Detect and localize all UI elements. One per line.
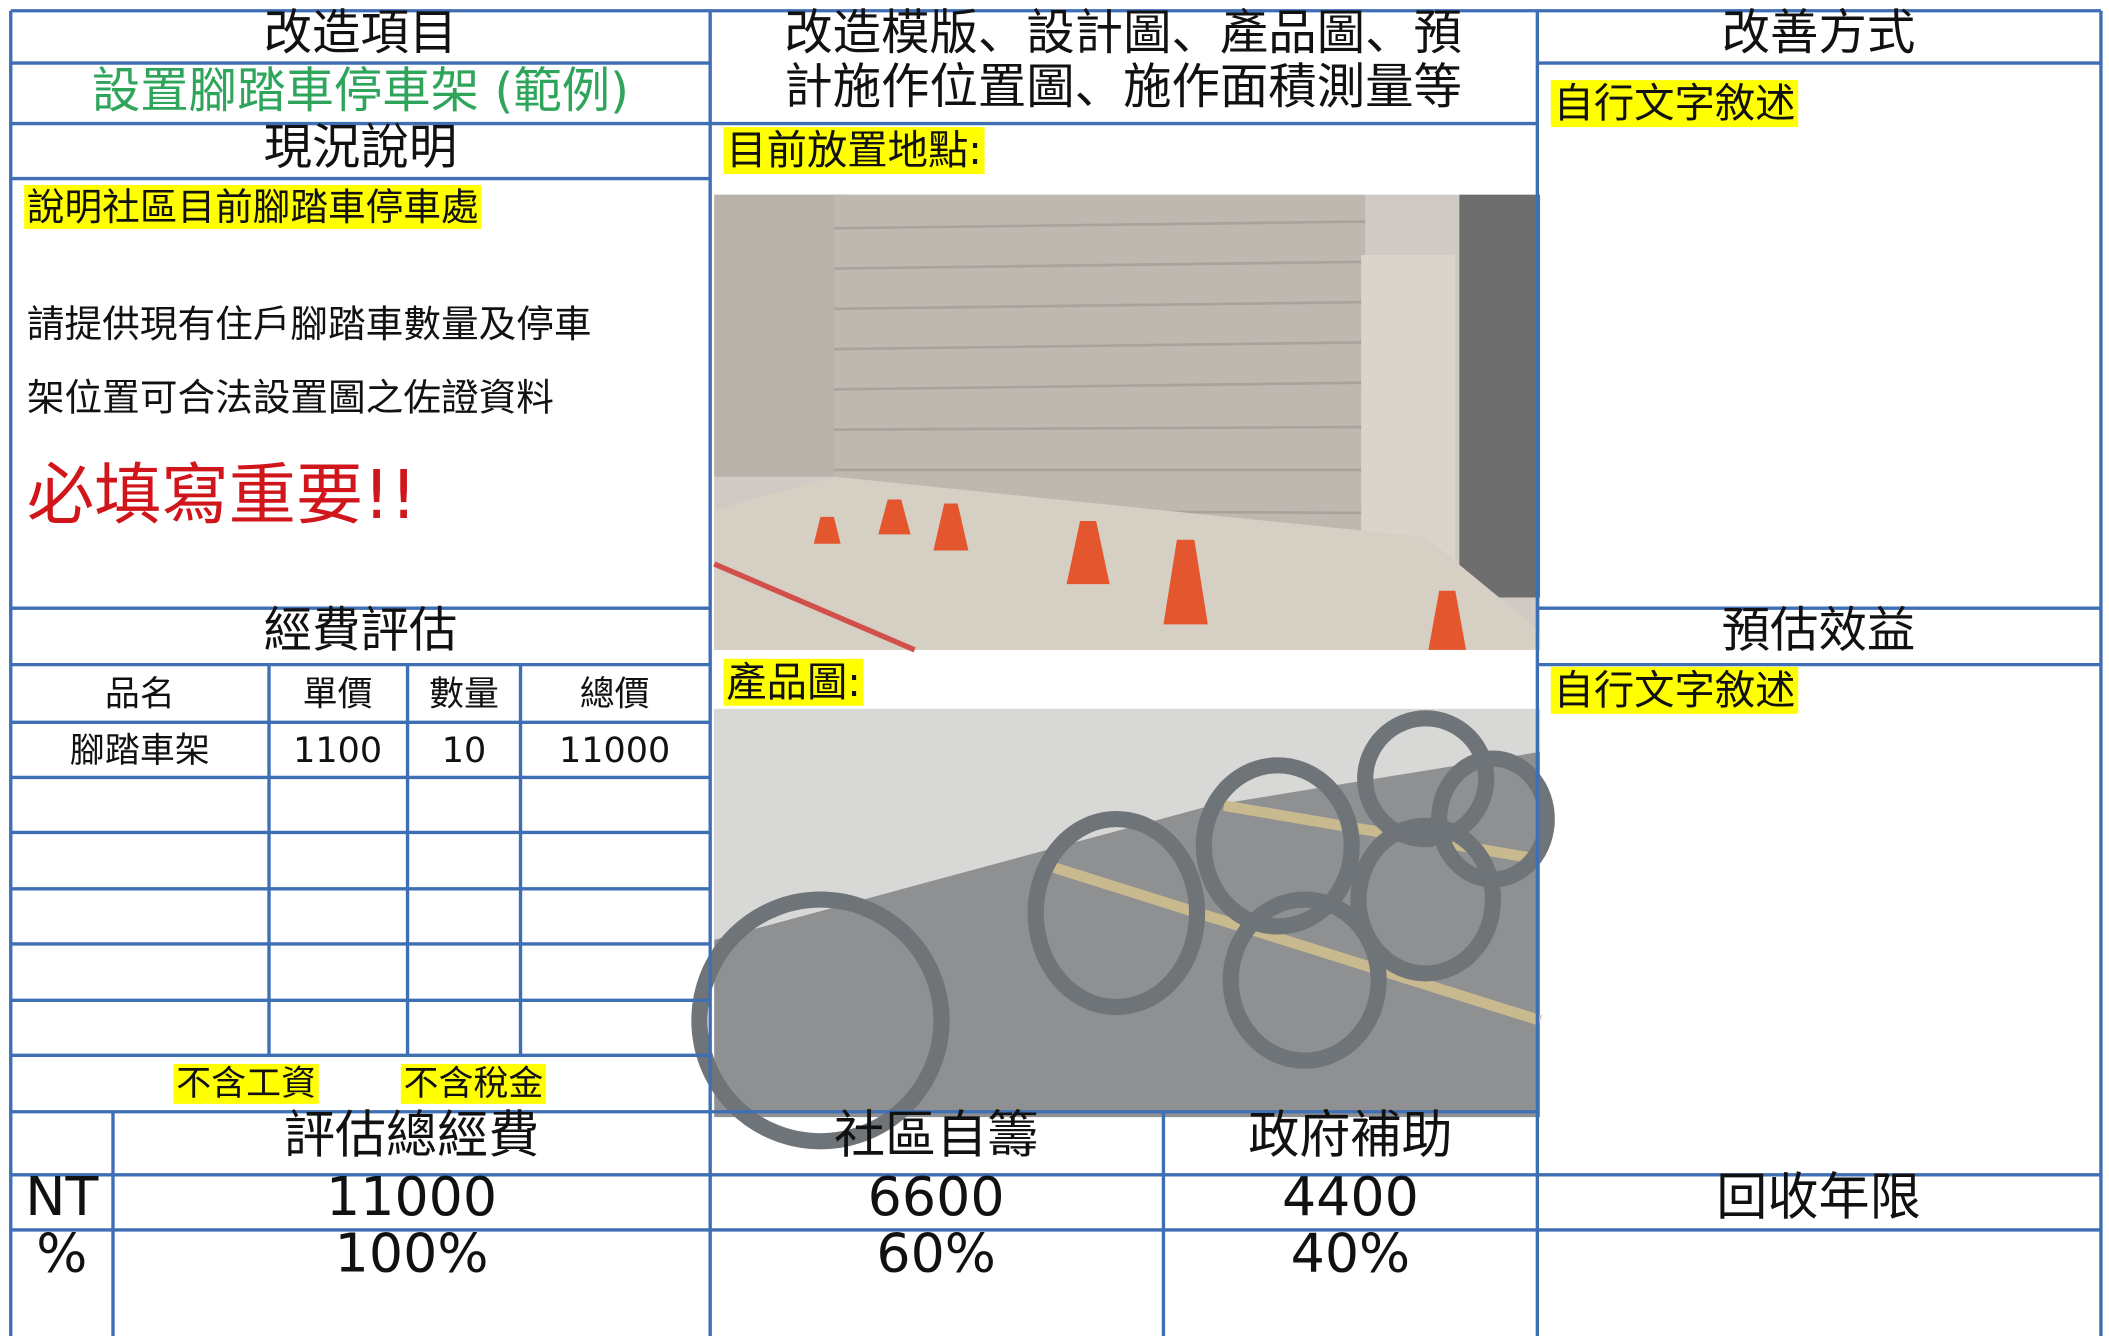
- column-header: 品名: [105, 675, 175, 715]
- highlight-text: 目前放置地點:: [726, 127, 982, 174]
- header-label: 改造模版、設計圖、產品圖、預: [784, 5, 1462, 61]
- summary-label: 政府補助: [1248, 1107, 1452, 1166]
- body-text: 請提供現有住戶腳踏車數量及停車: [27, 302, 592, 346]
- highlight-text: 說明社區目前腳踏車停車處: [27, 185, 479, 229]
- section-label: 預估效益: [1722, 603, 1916, 659]
- column-header: 單價: [303, 675, 373, 715]
- summary-value: 100%: [335, 1221, 489, 1284]
- summary-value: 40%: [1291, 1221, 1411, 1284]
- section-label: 現況說明: [264, 119, 458, 175]
- column-header: 總價: [580, 675, 650, 715]
- summary-label: 社區自籌: [834, 1107, 1038, 1166]
- body-text: 架位置可合法設置圖之佐證資料: [27, 376, 554, 420]
- highlight: [723, 127, 985, 175]
- note: 不含稅金: [404, 1064, 544, 1104]
- highlight-text: 自行文字敘述: [1554, 80, 1796, 127]
- column-header: 數量: [429, 675, 499, 715]
- table-cell: 11000: [559, 731, 670, 771]
- photos: [691, 194, 1555, 1150]
- summary-value: 4400: [1282, 1165, 1419, 1228]
- note: 不含工資: [176, 1064, 316, 1104]
- row-label: NT: [25, 1165, 98, 1228]
- row-label: %: [36, 1221, 87, 1284]
- highlight-text: 產品圖:: [726, 659, 861, 706]
- site-photo: [713, 194, 1541, 653]
- table-cell: 1100: [293, 731, 382, 771]
- summary-label: 評估總經費: [284, 1107, 539, 1166]
- summary-value: 11000: [326, 1165, 497, 1228]
- summary-label: 回收年限: [1716, 1168, 1920, 1227]
- highlight: [1550, 80, 1799, 128]
- highlight: [24, 184, 482, 229]
- summary-value: 6600: [868, 1165, 1005, 1228]
- project-name: 設置腳踏車停車架 (範例): [92, 63, 629, 119]
- header-label: 計施作位置圖、施作面積測量等: [784, 59, 1462, 115]
- section-label: 經費評估: [264, 603, 458, 659]
- product-photo: [691, 708, 1555, 1150]
- header-label: 改善方式: [1722, 5, 1916, 61]
- highlight: [723, 658, 864, 706]
- table-cell: 腳踏車架: [70, 731, 210, 771]
- warning-text: 必填寫重要!!: [27, 456, 417, 534]
- grid-lines: [9, 9, 2103, 1336]
- highlight-text: 自行文字敘述: [1554, 667, 1796, 714]
- table-cell: 10: [442, 731, 487, 771]
- highlight: [173, 1063, 319, 1104]
- summary-value: 60%: [876, 1221, 996, 1284]
- highlight: [400, 1063, 547, 1104]
- highlight: [1550, 666, 1799, 714]
- header-label: 改造項目: [264, 5, 458, 61]
